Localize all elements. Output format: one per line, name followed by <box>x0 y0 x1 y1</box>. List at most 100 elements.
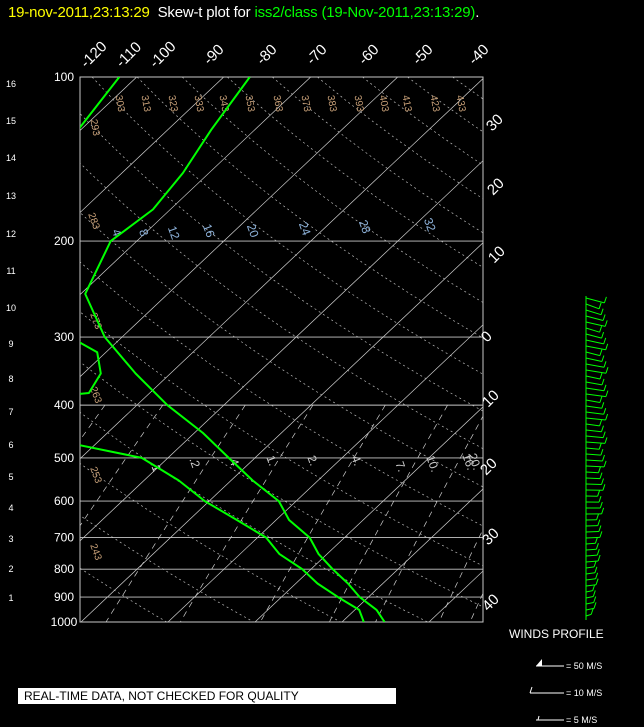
wind-barb-flag <box>590 608 594 615</box>
dry-adiabat <box>80 463 341 622</box>
wind-barb <box>585 417 606 421</box>
wind-barb-flag <box>599 501 603 509</box>
wind-barb-flag <box>600 448 604 456</box>
wind-barb-flag <box>599 326 603 333</box>
saturation-label: 20. <box>465 451 484 471</box>
mixing-ratio-label: 32 <box>421 216 439 234</box>
adiabat-label: 253 <box>87 465 103 485</box>
wind-barb-flag <box>605 413 609 421</box>
height-tick-label: 3 <box>8 534 13 544</box>
isotherm-line <box>80 77 398 378</box>
temperature-tick-label: 0 <box>478 328 496 346</box>
saturation-label: 10. <box>423 453 442 473</box>
wind-barb-flag <box>603 384 607 391</box>
height-tick-label: 6 <box>8 440 13 450</box>
wind-barb-flag <box>594 566 598 573</box>
winds-profile <box>529 296 609 721</box>
wind-key-feather-5 <box>537 715 540 721</box>
pressure-label: 200 <box>54 234 74 248</box>
wind-barb <box>585 399 600 403</box>
wind-barb <box>585 590 593 593</box>
mixing-ratio-label: 8 <box>136 227 152 238</box>
wind-barb-flag <box>603 296 607 304</box>
dry-adiabat <box>317 77 483 200</box>
mixing-ratio-label: 28 <box>356 218 374 236</box>
mixing-ratio-line <box>375 415 483 622</box>
isotherm-line <box>254 406 483 622</box>
wind-key-10: = 10 M/S <box>566 688 603 698</box>
wind-barb <box>585 531 599 533</box>
adiabat-label: 283 <box>85 211 101 231</box>
wind-barb <box>585 613 592 617</box>
wind-barb-flag <box>600 308 604 315</box>
temperature-tick-label: -120 <box>77 38 110 71</box>
isotherm-line <box>341 488 483 622</box>
wind-key-5: = 5 M/S <box>566 715 598 725</box>
temperature-tick-label: -100 <box>146 38 179 71</box>
dry-adiabat <box>91 77 483 375</box>
wind-barb-flag <box>598 466 601 473</box>
temperature-tick-label: -60 <box>355 41 382 68</box>
wind-barb-flag <box>592 590 596 597</box>
wind-barb-flag <box>603 408 607 415</box>
dry-adiabat <box>498 77 644 622</box>
temperature-tick-label: 10 <box>485 243 509 267</box>
dry-adiabat <box>80 515 254 622</box>
temperature-tick-label: -50 <box>409 41 436 68</box>
quality-notice: REAL-TIME DATA, NOT CHECKED FOR QUALITY <box>18 688 396 704</box>
height-tick-label: 13 <box>6 191 16 201</box>
wind-barb-flag <box>601 507 605 515</box>
wind-barb-flag <box>595 572 599 579</box>
dry-adiabat <box>80 361 483 608</box>
wind-barb <box>585 357 603 362</box>
adiabat-label: 413 <box>400 94 414 113</box>
dry-adiabat <box>80 212 483 488</box>
dry-adiabat <box>80 567 167 622</box>
wind-barb-flag <box>597 519 601 526</box>
adiabat-label: 243 <box>87 542 103 562</box>
plot-border <box>79 76 484 623</box>
wind-barb-flag <box>599 349 603 356</box>
dry-adiabat <box>80 261 483 527</box>
wind-barb-flag <box>603 460 607 468</box>
dry-adiabat <box>136 77 483 339</box>
adiabat-label: 293 <box>88 118 102 137</box>
isotherm-line <box>516 77 644 622</box>
wind-barb <box>585 303 600 310</box>
wind-barb <box>585 447 600 450</box>
height-tick-label: 9 <box>8 339 13 349</box>
height-tick-label: 12 <box>6 229 16 239</box>
wind-barb <box>585 572 595 575</box>
saturation-label: 4. <box>348 454 365 468</box>
wind-barb-flag <box>595 578 599 585</box>
wind-barb-flag <box>601 378 605 386</box>
pressure-label: 700 <box>54 531 74 545</box>
wind-barb-flag <box>593 596 597 603</box>
wind-barb-flag <box>599 531 603 538</box>
adiabat-label: 383 <box>325 94 339 113</box>
wind-barb-flag <box>598 302 602 309</box>
pressure-label: 500 <box>54 451 74 465</box>
temperature-tick-label: -70 <box>303 41 330 68</box>
wind-barb-flag <box>603 337 607 345</box>
temperature-tick-label: -40 <box>465 41 492 68</box>
wind-barb <box>585 333 602 339</box>
wind-barb-flag <box>603 361 607 368</box>
isotherm-line <box>428 570 483 622</box>
series-temperature <box>84 77 386 622</box>
mixing-ratio-line <box>329 404 448 622</box>
mixing-ratio-line <box>80 404 164 527</box>
height-tick-label: 2 <box>8 564 13 574</box>
dry-adiabat <box>272 77 483 234</box>
mixing-ratio-line <box>469 592 483 622</box>
adiabat-label: 263 <box>87 385 103 405</box>
wind-barb <box>585 411 604 415</box>
mixing-ratio-line <box>438 528 483 622</box>
wind-barb <box>585 441 606 444</box>
saturation-label: 2. <box>304 454 321 468</box>
adiabat-label: 363 <box>271 94 285 113</box>
dry-adiabat <box>80 311 483 567</box>
wind-barb <box>585 477 601 480</box>
wind-barb <box>585 339 604 345</box>
title-middle: Skew-t plot for <box>157 4 251 21</box>
